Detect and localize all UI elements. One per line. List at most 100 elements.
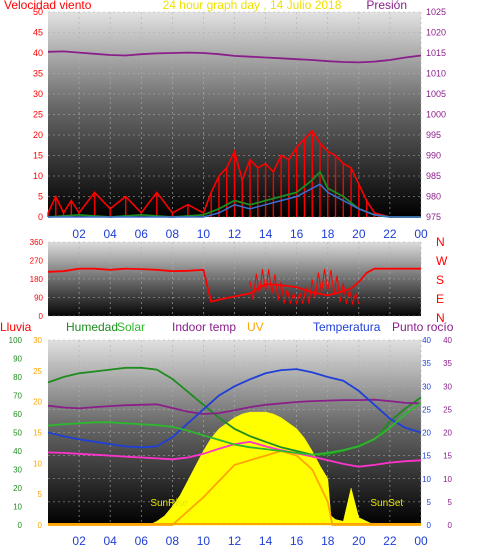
wind-speed-tick-label: 25	[33, 110, 43, 120]
hour-tick-label: 00	[414, 227, 428, 241]
wind-direction-line	[47, 267, 421, 303]
dewpoint-tick-label: 25	[443, 405, 452, 414]
indoor-temp-line	[47, 398, 422, 415]
legend-label: Punto rocío	[392, 320, 454, 334]
hour-tick-label: 20	[352, 227, 366, 241]
sunset-label: SunSet	[370, 498, 403, 509]
hour-tick-label: 20	[352, 534, 366, 548]
dewpoint-tick-label: 30	[443, 382, 452, 391]
average-wind-line	[48, 183, 421, 218]
wind-pressure-series	[47, 50, 422, 218]
hour-tick-label: 10	[197, 227, 211, 241]
dewpoint-tick-label: 40	[443, 336, 452, 345]
hour-tick-label: 14	[259, 534, 273, 548]
hour-tick-label: 02	[72, 227, 86, 241]
compass-letter: S	[436, 273, 444, 287]
direction-tick-label: 180	[30, 275, 44, 284]
humidity-tick-label: 10	[13, 503, 22, 512]
humidity-tick-label: 40	[13, 447, 22, 456]
legend-label: UV	[247, 320, 264, 334]
pressure-tick-label: 980	[426, 192, 441, 202]
temperature-tick-label: 0	[427, 521, 432, 530]
rain-tick-label: 25	[33, 367, 42, 376]
hour-tick-label: 08	[166, 227, 180, 241]
wind-direction-series	[47, 267, 421, 306]
humidity-tick-label: 70	[13, 392, 22, 401]
wind-speed-tick-label: 0	[38, 212, 43, 222]
pressure-tick-label: 985	[426, 171, 441, 181]
direction-tick-label: 270	[30, 257, 44, 266]
wind-speed-tick-label: 50	[33, 7, 43, 17]
hour-tick-label: 18	[321, 534, 335, 548]
humidity-tick-label: 0	[18, 521, 23, 530]
rain-tick-label: 10	[33, 459, 42, 468]
direction-tick-label: 90	[34, 294, 43, 303]
humedad-line	[47, 366, 422, 456]
hour-tick-label: 00	[414, 534, 428, 548]
rain-tick-labels: 0 5 10 15 20 25 30	[33, 336, 42, 530]
wind-pressure-x-tick-labels: 02 04 06 08 10 12 14 16 18 20 22 00	[72, 227, 428, 241]
legend-label: Humedad	[66, 320, 118, 334]
wind-speed-tick-label: 10	[33, 171, 43, 181]
wind-speed-tick-label: 40	[33, 48, 43, 58]
sun-annotations: SunRise SunSet	[150, 498, 403, 509]
legend-label: Solar	[117, 320, 145, 334]
wind-direction-jitter	[249, 268, 360, 306]
compass-letter: W	[436, 254, 448, 268]
legend-label: Indoor temp	[172, 320, 236, 334]
dewpoint-tick-label: 35	[443, 359, 452, 368]
hour-tick-label: 16	[290, 534, 304, 548]
pressure-line	[47, 50, 422, 64]
temp-exterior-verde-claro--line	[47, 402, 422, 456]
direction-tick-label: 0	[39, 312, 44, 321]
temperature-tick-label: 15	[422, 452, 431, 461]
temperature-tick-label: 10	[422, 475, 431, 484]
humidity-tick-label: 50	[13, 429, 22, 438]
temperatura-line	[47, 368, 422, 449]
hour-tick-label: 12	[228, 534, 242, 548]
dewpoint-tick-label: 5	[448, 498, 453, 507]
wind-direction-tick-labels: 0 90 180 270 360	[30, 238, 44, 321]
hour-tick-label: 04	[103, 534, 117, 548]
dewpoint-tick-label: 15	[443, 452, 452, 461]
wind-speed-tick-label: 30	[33, 89, 43, 99]
hour-tick-label: 06	[135, 534, 149, 548]
chart-title: 24 hour graph day , 14 Julio 2018	[163, 0, 342, 12]
rain-tick-label: 20	[33, 398, 42, 407]
humidity-tick-label: 90	[13, 355, 22, 364]
rain-tick-label: 0	[38, 521, 43, 530]
humidity-tick-label: 60	[13, 410, 22, 419]
hour-tick-label: 14	[259, 227, 273, 241]
humidity-tick-label: 30	[13, 466, 22, 475]
legend-label: Lluvia	[0, 320, 32, 334]
temperature-tick-label: 5	[427, 498, 432, 507]
hour-tick-label: 18	[321, 227, 335, 241]
pressure-tick-label: 975	[426, 212, 441, 222]
direction-tick-label: 360	[30, 238, 44, 247]
hour-tick-label: 08	[166, 534, 180, 548]
pressure-tick-label: 990	[426, 151, 441, 161]
pressure-tick-labels: 975 980 985 990 995 1000 1005 1010 1015 1020 1025	[426, 7, 446, 222]
rain-tick-label: 30	[33, 336, 42, 345]
dewpoint-tick-label: 0	[448, 521, 453, 530]
temperature-tick-label: 30	[422, 382, 431, 391]
compass-letter: N	[436, 235, 445, 249]
pressure-tick-label: 1005	[426, 89, 446, 99]
temperature-tick-label: 35	[422, 359, 431, 368]
hour-tick-label: 16	[290, 227, 304, 241]
pressure-tick-label: 1015	[426, 48, 446, 58]
temperature-tick-labels: 0 0 5 5 10 10 15 15 20 20 25 25 30 30 35 35 40 40	[422, 336, 452, 530]
dewpoint-tick-label: 20	[443, 429, 452, 438]
pressure-tick-label: 995	[426, 130, 441, 140]
dewpoint-tick-label: 10	[443, 475, 452, 484]
humidity-tick-label: 100	[9, 336, 23, 345]
wind-speed-axis-label: Velocidad viento	[4, 0, 92, 12]
hour-tick-label: 22	[383, 534, 397, 548]
wind-speed-tick-label: 35	[33, 69, 43, 79]
rain-tick-label: 5	[38, 490, 43, 499]
